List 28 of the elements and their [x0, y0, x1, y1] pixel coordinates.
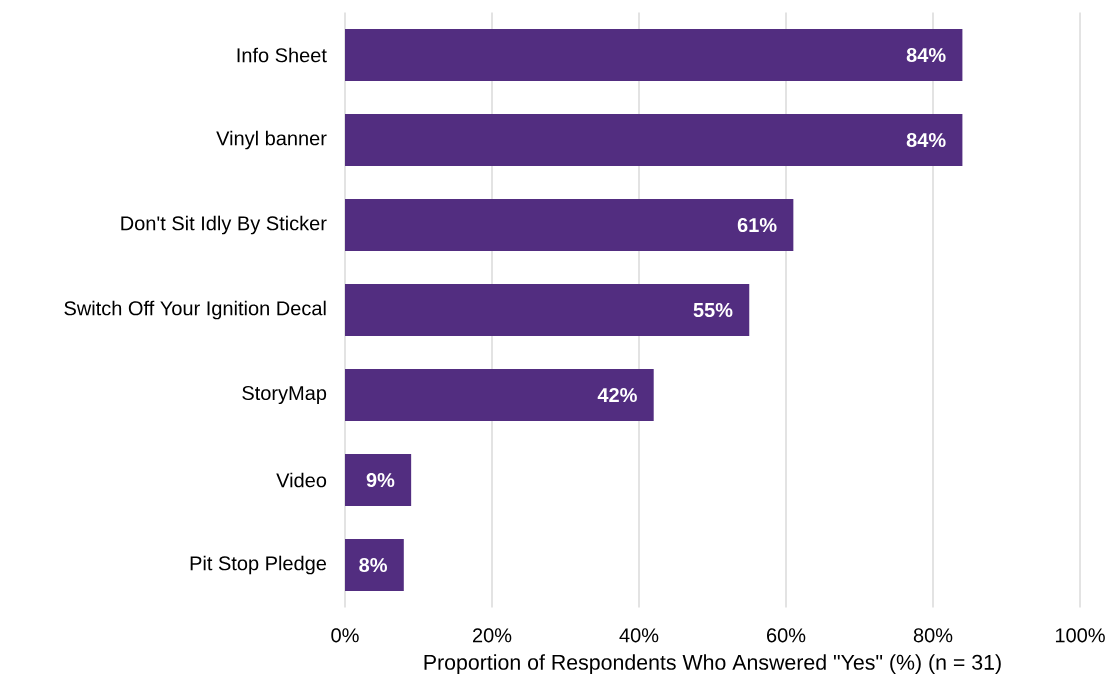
bar: [345, 284, 750, 337]
data-label: 8%: [359, 557, 387, 573]
y-tick-label: Info Sheet: [237, 47, 327, 63]
data-label: 84%: [906, 47, 946, 63]
bar: [345, 369, 654, 422]
x-tick-label: 20%: [472, 628, 512, 643]
x-tick-label: 40%: [619, 628, 659, 643]
bar: [345, 199, 794, 252]
y-tick-label: Switch Off Your Ignition Decal: [64, 300, 326, 320]
x-tick-label: 0%: [331, 628, 359, 643]
y-tick-label: Video: [276, 472, 327, 488]
x-axis-title: Proportion of Respondents Who Answered "Yes" (%) (n = 31): [424, 654, 1001, 675]
x-tick-label: 60%: [767, 628, 806, 643]
data-label: 84%: [906, 132, 946, 148]
y-tick-label: StoryMap: [242, 385, 327, 405]
y-tick-label: Pit Stop Pledge: [190, 555, 327, 575]
x-tick-label: 100%: [1055, 628, 1105, 643]
y-tick-label: Vinyl banner: [216, 130, 327, 150]
bar: [345, 114, 963, 167]
x-tick-label: 80%: [913, 628, 953, 643]
data-label: 55%: [693, 302, 733, 318]
bar: [345, 454, 412, 507]
bar: [345, 29, 963, 82]
data-label: 9%: [366, 472, 395, 488]
y-tick-label: Don't Sit Idly By Sticker: [121, 215, 327, 235]
data-label: 61%: [737, 217, 777, 233]
bar: [345, 539, 404, 592]
data-label: 42%: [597, 387, 637, 403]
